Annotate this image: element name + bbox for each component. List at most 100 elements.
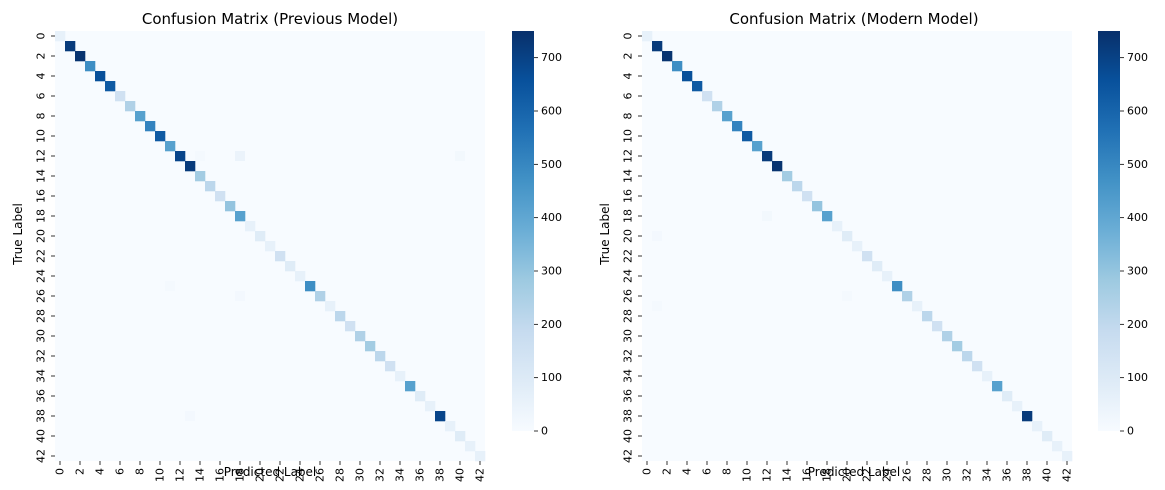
heatmap-cell: [455, 151, 465, 161]
heatmap-cell-diagonal: [145, 121, 156, 132]
y-tick-label: 36: [622, 389, 635, 403]
colorbar: 0 100 200 300 400 500 600 700: [512, 31, 562, 438]
heatmap-cell-diagonal: [425, 401, 436, 412]
x-axis-label: Predicted Label: [224, 465, 317, 479]
x-tick-label: 42: [474, 468, 487, 482]
x-tick-label: 10: [741, 468, 754, 482]
x-tick-label: 2: [74, 468, 87, 475]
y-tick-label: 8: [622, 113, 635, 120]
y-tick-label: 12: [622, 149, 635, 163]
y-tick-label: 40: [622, 429, 635, 443]
heatmap-cell-diagonal: [275, 251, 286, 262]
y-tick-label: 10: [622, 129, 635, 143]
heatmap-cell-diagonal: [872, 261, 883, 272]
heatmap-cell-diagonal: [65, 41, 76, 52]
y-tick-label: 12: [35, 149, 48, 163]
heatmap-cell-diagonal: [355, 331, 366, 342]
heatmap-cell-diagonal: [365, 341, 376, 352]
heatmap-cell-diagonal: [932, 321, 943, 332]
x-tick-label: 8: [134, 468, 147, 475]
y-tick-label: 32: [622, 349, 635, 363]
heatmap-cell-diagonal: [882, 271, 893, 282]
y-tick-label: 2: [622, 53, 635, 60]
x-tick-label: 18: [234, 468, 247, 482]
heatmap-cells: [55, 31, 486, 462]
heatmap-cell-diagonal: [812, 201, 823, 212]
heatmap-cell-diagonal: [972, 361, 983, 372]
heatmap-cell-diagonal: [455, 431, 466, 442]
x-tick-label: 20: [254, 468, 267, 482]
chart-title: Confusion Matrix (Previous Model): [142, 10, 398, 28]
x-tick-label: 14: [781, 468, 794, 482]
y-tick-label: 22: [35, 249, 48, 263]
colorbar-tick-label: 200: [541, 318, 562, 331]
heatmap-cells: [642, 31, 1073, 462]
heatmap-cell-diagonal: [942, 331, 953, 342]
heatmap-cell-diagonal: [1022, 411, 1033, 422]
y-tick-label: 36: [35, 389, 48, 403]
heatmap-cell-diagonal: [205, 181, 216, 192]
x-tick-label: 26: [314, 468, 327, 482]
y-tick-label: 10: [35, 129, 48, 143]
heatmap-cell-diagonal: [712, 101, 723, 112]
heatmap-cell: [165, 281, 175, 291]
y-tick-label: 16: [35, 189, 48, 203]
heatmap-cell-diagonal: [255, 231, 266, 242]
heatmap-cell-diagonal: [475, 451, 486, 462]
heatmap-cell-diagonal: [95, 71, 106, 82]
heatmap-cell-diagonal: [692, 81, 703, 92]
x-axis-label: Predicted Label: [808, 465, 901, 479]
colorbar-tick-label: 400: [541, 211, 562, 224]
x-tick-label: 30: [941, 468, 954, 482]
y-tick-label: 0: [622, 33, 635, 40]
heatmap-cell-diagonal: [285, 261, 296, 272]
colorbar-tick-label: 700: [1127, 51, 1148, 64]
y-tick-label: 2: [35, 53, 48, 60]
x-tick-label: 36: [414, 468, 427, 482]
colorbar-tick-label: 600: [541, 105, 562, 118]
heatmap-cell-diagonal: [862, 251, 873, 262]
y-tick-label: 28: [35, 309, 48, 323]
heatmap-cell-diagonal: [445, 421, 456, 432]
x-tick-label: 12: [761, 468, 774, 482]
y-tick-label: 4: [622, 73, 635, 80]
heatmap-cell-diagonal: [832, 221, 843, 232]
heatmap-cell-diagonal: [235, 211, 246, 222]
x-tick-label: 0: [641, 468, 654, 475]
x-tick-label: 36: [1001, 468, 1014, 482]
y-tick-label: 40: [35, 429, 48, 443]
heatmap-cell-diagonal: [762, 151, 773, 162]
x-tick-label: 20: [841, 468, 854, 482]
x-tick-label: 32: [961, 468, 974, 482]
heatmap-cell-diagonal: [435, 411, 446, 422]
x-tick-label: 14: [194, 468, 207, 482]
y-tick-label: 4: [35, 73, 48, 80]
heatmap-cell-diagonal: [752, 141, 763, 152]
y-tick-label: 38: [35, 409, 48, 423]
heatmap-cell-diagonal: [315, 291, 326, 302]
axis-ticks: 0022446688101012121414161618182020222224…: [622, 33, 1074, 483]
heatmap-cell-diagonal: [215, 191, 226, 202]
x-tick-label: 22: [274, 468, 287, 482]
y-tick-label: 22: [622, 249, 635, 263]
axis-ticks: 0022446688101012121414161618182020222224…: [35, 33, 487, 483]
colorbar-tick-label: 700: [541, 51, 562, 64]
heatmap-cell: [842, 291, 852, 301]
heatmap-cell-diagonal: [75, 51, 86, 62]
heatmap-cell-diagonal: [175, 151, 186, 162]
x-tick-label: 40: [1041, 468, 1054, 482]
heatmap-cell-diagonal: [1012, 401, 1023, 412]
heatmap-cell-diagonal: [802, 191, 813, 202]
heatmap-cell: [235, 151, 245, 161]
colorbar-tick-label: 500: [541, 158, 562, 171]
heatmap-cell-diagonal: [105, 81, 116, 92]
y-tick-label: 34: [35, 369, 48, 383]
heatmap-cell-diagonal: [852, 241, 863, 252]
x-tick-label: 18: [821, 468, 834, 482]
x-tick-label: 0: [54, 468, 67, 475]
heatmap-cell-diagonal: [55, 31, 66, 42]
heatmap-cell-diagonal: [265, 241, 276, 252]
y-tick-label: 14: [622, 169, 635, 183]
x-tick-label: 34: [981, 468, 994, 482]
